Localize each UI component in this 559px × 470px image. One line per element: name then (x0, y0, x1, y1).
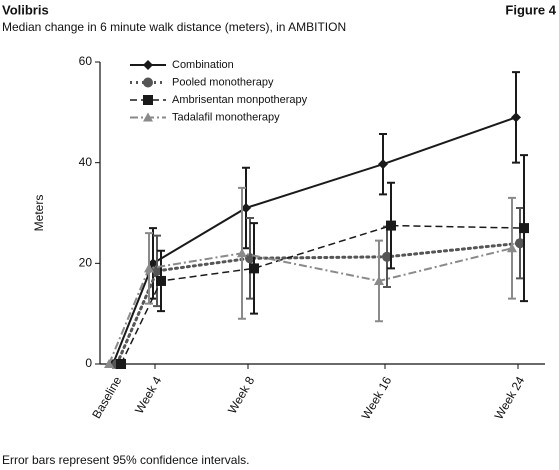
marker (116, 359, 126, 369)
marker (249, 263, 259, 274)
marker (156, 275, 166, 286)
x-tick-label: Week 24 (492, 374, 528, 422)
footnote: Error bars represent 95% confidence inte… (2, 453, 249, 467)
marker (143, 112, 153, 122)
legend-label: Pooled monotherapy (172, 76, 274, 88)
chart-title: Median change in 6 minute walk distance … (2, 20, 346, 34)
marker (241, 202, 251, 213)
legend-label: Tadalafil monotherapy (172, 111, 280, 123)
y-tick-label: 0 (85, 356, 92, 370)
header: Volibris (2, 2, 49, 17)
marker (143, 77, 153, 88)
y-axis-label: Meters (32, 195, 46, 232)
marker (519, 223, 529, 234)
series-line (112, 116, 517, 365)
series-line (120, 224, 525, 365)
x-tick-label: Week 16 (359, 374, 395, 422)
marker (237, 248, 247, 258)
marker (148, 258, 158, 269)
marker (378, 159, 388, 170)
x-tick-label: Week 4 (132, 374, 165, 416)
marker (515, 238, 525, 249)
marker (386, 220, 396, 231)
series-line (108, 247, 513, 365)
marker (143, 60, 153, 70)
marker (382, 251, 392, 262)
marker (152, 265, 162, 276)
legend-label: Ambrisentan monpotherapy (172, 94, 308, 106)
marker (511, 112, 521, 123)
figure-label: Figure 4 (505, 2, 556, 17)
marker (507, 243, 517, 253)
y-tick-label: 60 (79, 54, 93, 68)
x-tick-label: Baseline (89, 374, 124, 421)
marker (374, 275, 384, 285)
legend-label: Combination (172, 59, 234, 71)
marker (104, 359, 114, 368)
x-tick-label: Week 8 (225, 374, 258, 416)
marker (143, 95, 153, 105)
marker (144, 263, 154, 273)
y-tick-label: 20 (79, 256, 93, 270)
y-tick-label: 40 (79, 155, 93, 169)
